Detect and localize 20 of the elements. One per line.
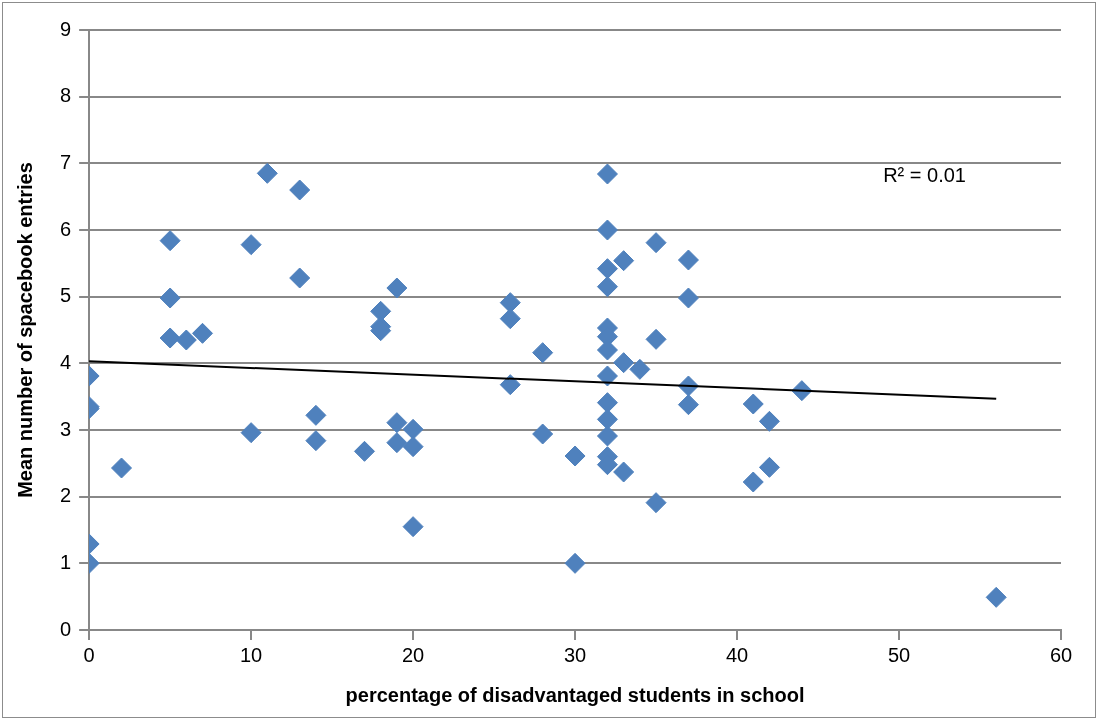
annotation: R² = 0.01	[883, 163, 966, 186]
y-axis-title: Mean number of spacebook entries	[13, 162, 36, 498]
y-tick-label: 2	[60, 484, 72, 507]
y-tick-label: 9	[60, 17, 72, 40]
x-tick-label: 0	[83, 643, 95, 666]
y-tick-label: 8	[60, 84, 72, 107]
y-tick-label: 4	[60, 350, 72, 373]
y-tick-label: 6	[60, 217, 72, 240]
x-tick-label: 50	[887, 643, 911, 666]
y-tick-label: 0	[60, 617, 72, 640]
y-tick-label: 3	[60, 417, 72, 440]
x-tick-label: 40	[725, 643, 749, 666]
x-tick-label: 30	[563, 643, 587, 666]
y-tick-label: 1	[60, 550, 72, 573]
x-tick-label: 20	[401, 643, 425, 666]
y-tick-label: 5	[60, 284, 72, 307]
x-axis-title: percentage of disadvantaged students in school	[345, 683, 805, 706]
x-tick-label: 10	[239, 643, 263, 666]
x-tick-label: 60	[1049, 643, 1073, 666]
y-tick-label: 7	[60, 150, 72, 173]
